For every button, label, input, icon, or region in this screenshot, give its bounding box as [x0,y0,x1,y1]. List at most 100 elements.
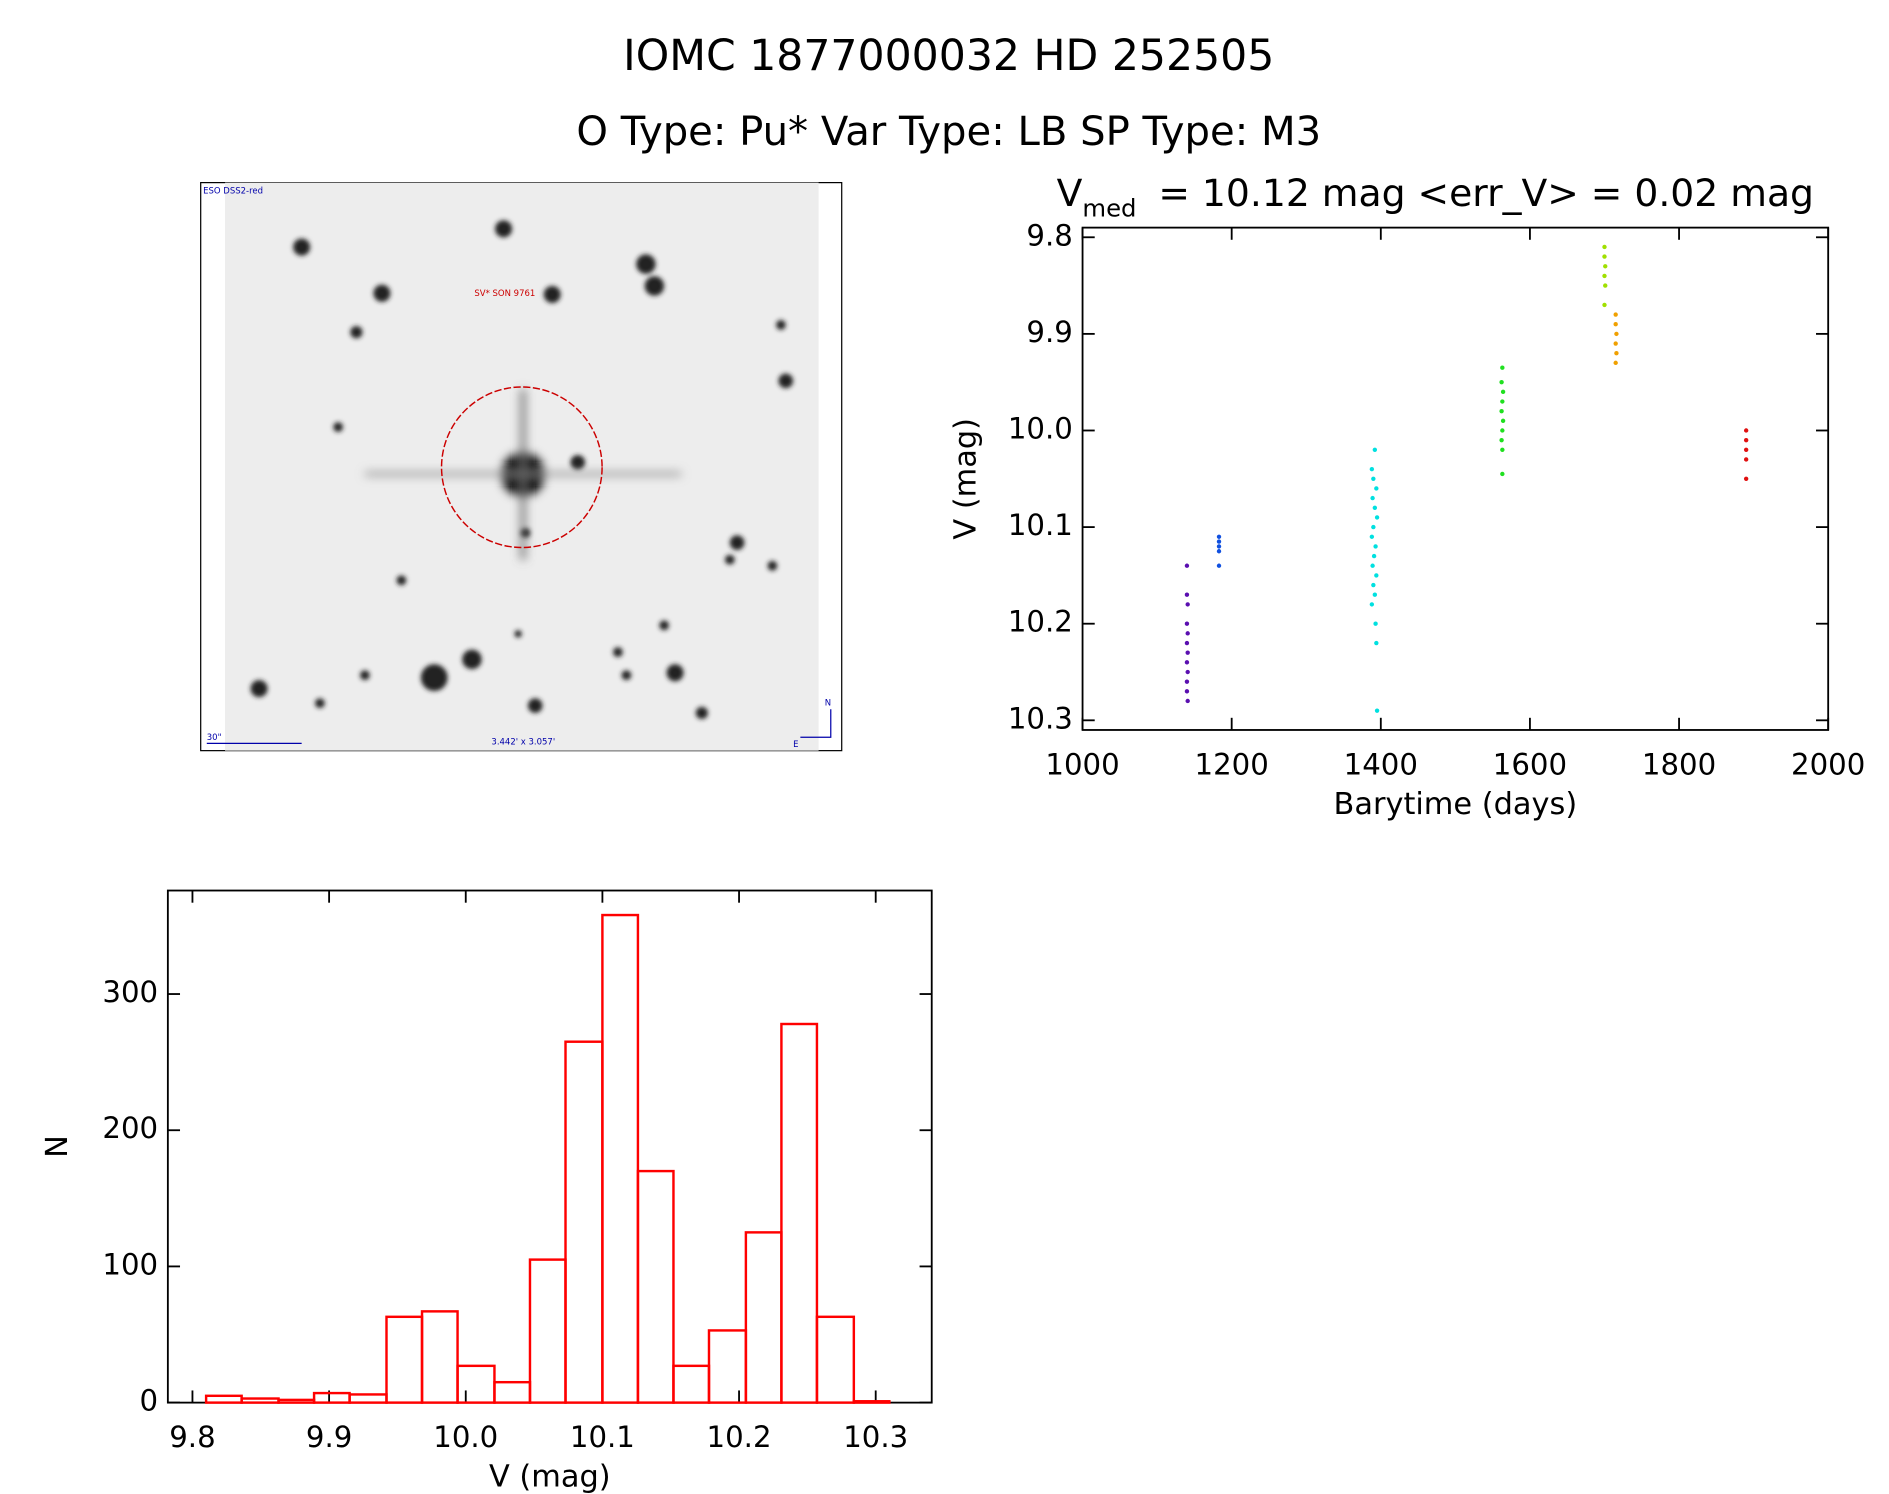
lc-title-subscript: med [1082,193,1136,222]
bar [672,1364,711,1404]
point [1602,254,1607,259]
point [1371,553,1377,559]
image-label: ESO DSS2-red [203,187,263,197]
point [1369,602,1375,607]
y-tick-label: 10.1 [1008,508,1073,542]
point [1185,650,1190,655]
bar [277,1398,316,1404]
point [1500,389,1506,395]
aperture [440,386,603,549]
point [1373,621,1378,626]
y-tick-label: 300 [102,975,158,1009]
image-label: SV* SON 9761 [474,289,535,299]
x-tick-label: 1200 [1195,747,1269,781]
y-tick-label: 200 [102,1111,158,1145]
point [1185,669,1190,675]
point [1613,360,1618,366]
point [1185,631,1190,636]
bar [636,1169,675,1404]
bar [385,1315,424,1404]
bar [420,1310,459,1404]
y-axis-label: N [40,1135,75,1158]
point [1184,689,1190,694]
point [1743,437,1749,443]
title: IOMC 1877000032 HD 252505 [623,31,1274,81]
compass [800,709,832,738]
x-axis-label: V (mag) [489,1460,611,1494]
point [1184,679,1190,684]
bar [564,1040,604,1404]
point [1184,660,1190,665]
x-tick-label: 1800 [1642,747,1716,781]
image-label: 3.442' x 3.057' [491,738,555,748]
stars [250,220,794,720]
x-tick-label: 2000 [1791,747,1865,781]
point [1613,341,1618,346]
point [1184,563,1190,568]
y-tick-label: 9.9 [1026,315,1072,349]
point [1184,592,1190,597]
x-tick-label: 1600 [1493,747,1567,781]
bar [815,1315,856,1404]
x-tick-label: 10.0 [433,1420,498,1454]
bar [601,913,640,1404]
image-label: E [793,740,798,750]
point [1500,447,1505,453]
point [1500,365,1505,370]
point [1500,428,1505,433]
x-axis-label: Barytime (days) [1334,787,1578,822]
lc-title: Vmed = 10.12 mag <err_V> = 0.02 mag [1057,170,1814,222]
point [1372,592,1378,597]
point [1603,283,1608,288]
point [1499,408,1504,414]
point [1370,495,1375,501]
point [1500,399,1505,404]
point [1374,486,1379,491]
point [1743,428,1749,433]
bar [493,1380,532,1404]
point [1216,534,1222,539]
point [1216,549,1222,554]
bar [204,1394,243,1404]
point [1602,244,1607,250]
point [1185,698,1190,704]
point [1602,302,1607,308]
y-tick-label: 10.0 [1008,411,1073,445]
point [1374,640,1379,646]
bar [456,1364,496,1404]
point [1372,505,1378,510]
y-tick-label: 100 [102,1247,158,1281]
x-tick-label: 10.1 [570,1420,635,1454]
bar [780,1022,819,1404]
point [1602,273,1607,279]
x-tick-label: 9.8 [169,1420,215,1454]
image-label: N [825,699,831,709]
point [1216,544,1222,549]
point [1603,264,1608,269]
y-tick-label: 9.8 [1026,218,1072,252]
point [1370,563,1375,568]
point [1184,621,1190,626]
y-tick-label: 10.3 [1008,701,1073,735]
point [1743,447,1749,453]
point [1743,457,1749,462]
target-star [364,389,682,560]
point [1371,524,1376,530]
bar [348,1393,388,1404]
bar [528,1258,567,1404]
point [1373,544,1378,549]
y-tick-label: 10.2 [1008,605,1073,639]
x-tick-label: 9.9 [306,1420,352,1454]
lc-title-symbol: V [1057,170,1083,214]
point [1499,437,1504,443]
y-tick-label: 0 [140,1384,159,1418]
point [1500,471,1505,477]
subtitle: O Type: Pu* Var Type: LB SP Type: M3 [576,109,1321,155]
finder-image: ESO DSS2-red SV* SON 9761 30" 3.442' x 3… [200,182,843,752]
x-tick-label: 10.3 [843,1420,908,1454]
plot-frame [1081,226,1830,731]
bar [240,1397,280,1404]
bar [312,1391,351,1404]
point [1374,708,1380,713]
